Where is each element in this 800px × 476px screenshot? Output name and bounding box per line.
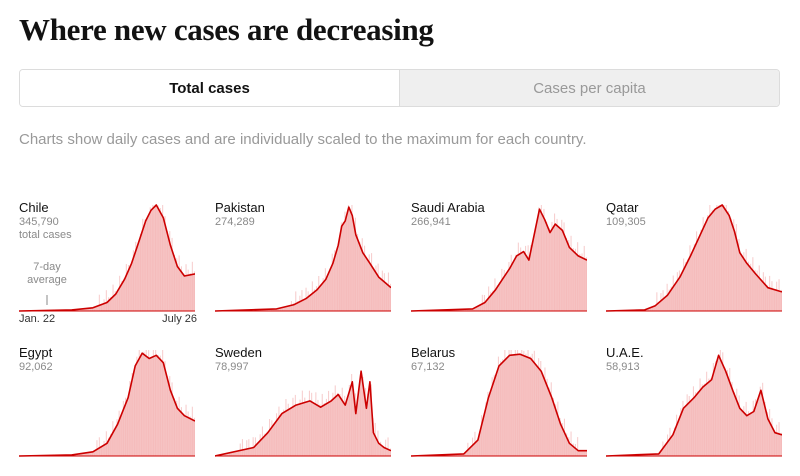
country-name: Saudi Arabia (411, 200, 485, 215)
total-cases-count: 266,941 (411, 216, 451, 228)
average-line (19, 352, 195, 457)
daily-bar (252, 437, 254, 456)
total-cases-count: 345,790 (19, 216, 59, 228)
country-name: Belarus (411, 345, 456, 360)
average-area (215, 207, 391, 311)
country-name: Pakistan (215, 200, 265, 215)
daily-bar (656, 292, 658, 311)
average-line (215, 206, 391, 312)
average-line (606, 204, 782, 312)
daily-bar (387, 437, 389, 456)
average-area (215, 371, 391, 456)
country-chart: U.A.E. 58,913 (606, 344, 784, 464)
country-chart: Egypt 92,062 (19, 344, 197, 464)
average-area (606, 205, 782, 311)
average-line (215, 370, 391, 457)
seven-day-average-label: 7-day average (27, 261, 67, 286)
date-end-label: July 26 (162, 313, 197, 325)
total-cases-count: 92,062 (19, 361, 53, 373)
page-title: Where new cases are decreasing (19, 12, 434, 47)
country-chart: Saudi Arabia 266,941 (411, 199, 589, 319)
average-line (606, 354, 782, 457)
total-cases-count: 67,132 (411, 361, 445, 373)
daily-bar (577, 437, 579, 456)
total-cases-count: 58,913 (606, 361, 640, 373)
country-chart: Sweden 78,997 (215, 344, 393, 464)
country-name: Sweden (215, 345, 262, 360)
average-area (411, 209, 587, 311)
average-area (19, 205, 195, 311)
daily-bar (98, 294, 100, 311)
daily-cases-chart (411, 205, 587, 312)
date-start-label: Jan. 22 (19, 313, 56, 325)
daily-cases-chart (411, 350, 587, 457)
daily-bar (98, 437, 100, 456)
daily-cases-chart (606, 204, 782, 312)
average-line (411, 208, 587, 312)
daily-bar (105, 290, 107, 311)
daily-bar (295, 291, 297, 311)
total-cases-label: total cases (19, 229, 72, 241)
daily-cases-chart (215, 205, 391, 312)
daily-cases-chart (215, 370, 391, 457)
average-line (411, 353, 587, 457)
daily-bar (96, 440, 98, 456)
chart-description: Charts show daily cases and are individu… (19, 131, 587, 148)
country-name: Qatar (606, 200, 639, 215)
country-name: Egypt (19, 345, 53, 360)
country-chart: Belarus 67,132 (411, 344, 589, 464)
daily-bar (248, 439, 250, 456)
daily-cases-chart (19, 204, 195, 312)
tab-cases-per-capita[interactable]: Cases per capita (399, 70, 779, 106)
country-chart: Chile 345,790 total cases 7-day average Jan.… (19, 199, 197, 325)
average-area (606, 355, 782, 456)
country-name: U.A.E. (606, 345, 644, 360)
total-cases-count: 274,289 (215, 216, 255, 228)
country-name: Chile (19, 200, 49, 215)
country-chart: Qatar 109,305 (606, 199, 784, 319)
average-line (19, 204, 195, 312)
daily-bar (481, 294, 483, 311)
daily-bar (241, 439, 243, 456)
tab-total-cases[interactable]: Total cases (20, 70, 399, 106)
daily-cases-chart (19, 350, 195, 457)
metric-toggle: Total cases Cases per capita (19, 69, 780, 107)
total-cases-count: 109,305 (606, 216, 646, 228)
country-chart: Pakistan 274,289 (215, 199, 393, 319)
daily-bar (246, 440, 248, 456)
average-area (411, 354, 587, 456)
daily-cases-chart (606, 350, 782, 457)
average-area (19, 353, 195, 456)
total-cases-count: 78,997 (215, 361, 249, 373)
